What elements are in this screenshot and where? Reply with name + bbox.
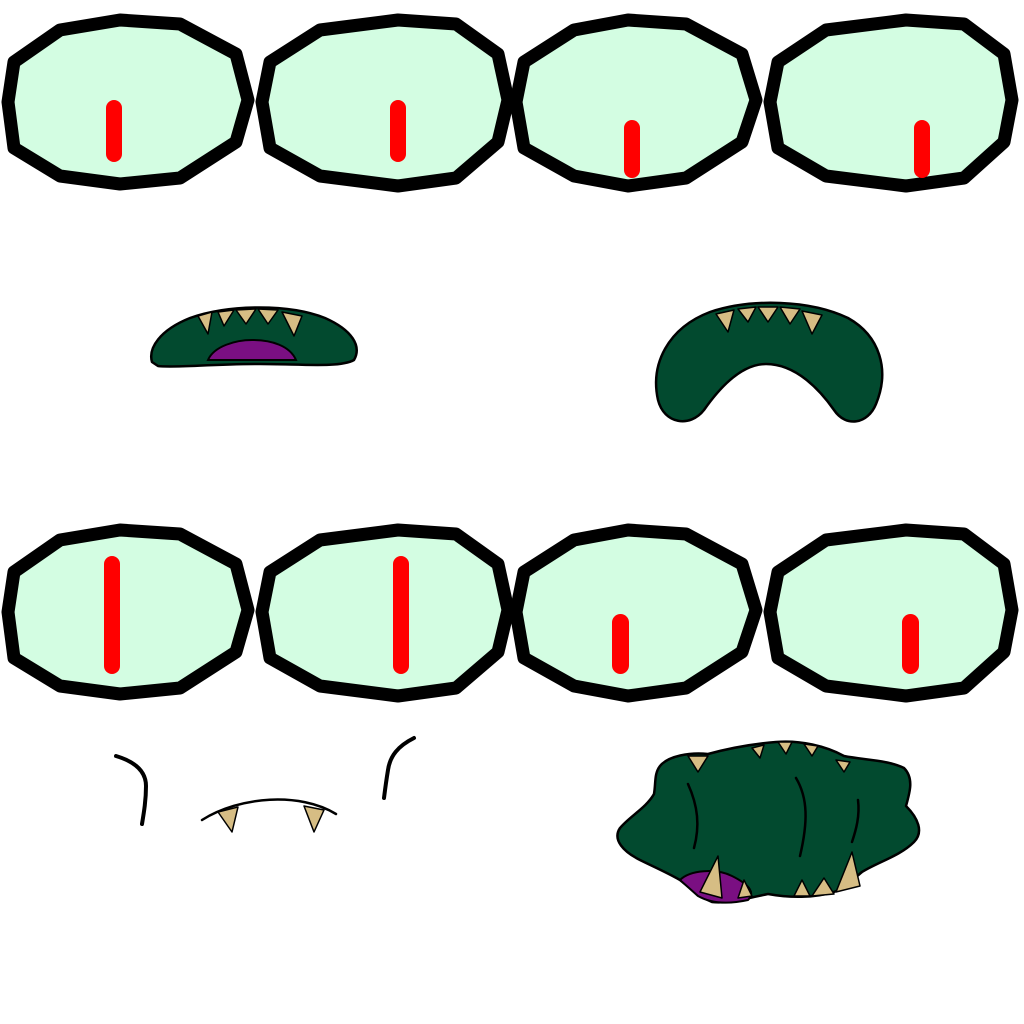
fang: [737, 879, 753, 899]
eye-white: [509, 523, 763, 703]
tongue: [206, 338, 298, 361]
mouth-line: [200, 798, 338, 822]
fang: [835, 851, 861, 893]
eye-white: [255, 523, 515, 703]
eye-sprite: [1, 13, 255, 191]
tooth: [793, 879, 811, 897]
mouth-open-tongue: [150, 306, 358, 368]
eye-white: [763, 523, 1019, 703]
tooth: [737, 306, 757, 323]
eye-sprite: [509, 523, 763, 703]
eye-pupil: [390, 100, 406, 162]
mouth-fold: [850, 798, 860, 844]
tooth: [803, 743, 819, 757]
eye-sprite: [255, 523, 515, 703]
mouth-fangs-with-brows: [114, 736, 416, 833]
tooth: [751, 744, 765, 759]
eye-pupil: [612, 614, 629, 674]
eye-pupil: [106, 100, 122, 162]
tooth: [687, 755, 709, 773]
eye-sprite: [255, 13, 515, 193]
eye-white: [1, 13, 255, 191]
eye-sprite: [763, 13, 1019, 193]
fang: [217, 806, 239, 833]
eye-white: [1, 523, 255, 701]
eye-white: [255, 13, 515, 193]
mouth-fold: [794, 776, 807, 858]
mouth-frown: [654, 301, 884, 423]
eye-pupil: [914, 120, 930, 178]
fang: [303, 805, 325, 833]
eye-white: [509, 13, 763, 193]
eye-row-top: [1, 13, 1019, 193]
mouth-shape: [616, 740, 921, 904]
eye-sprite: [763, 523, 1019, 703]
left-brow: [114, 754, 148, 826]
tooth: [715, 309, 735, 333]
fang: [699, 855, 723, 899]
right-brow: [382, 736, 416, 800]
eye-pupil: [902, 614, 919, 674]
mouth-shape: [654, 301, 884, 423]
eye-pupil: [624, 120, 640, 178]
eye-row-bottom: [1, 523, 1019, 703]
tooth: [811, 877, 835, 897]
tooth: [257, 308, 279, 325]
tooth: [197, 311, 213, 335]
mouth-wide-open: [616, 740, 921, 904]
eye-sprite: [509, 13, 763, 193]
tooth: [217, 309, 235, 327]
eye-sprite: [1, 523, 255, 701]
tooth: [281, 311, 303, 337]
tooth: [801, 310, 823, 335]
tooth: [777, 741, 793, 755]
tooth: [779, 306, 801, 325]
tooth: [835, 759, 851, 773]
eye-pupil: [104, 556, 120, 674]
eye-pupil: [393, 556, 409, 674]
eye-white: [763, 13, 1019, 193]
tooth: [235, 308, 257, 325]
tooth: [757, 306, 779, 323]
mouth-fold: [686, 782, 699, 850]
